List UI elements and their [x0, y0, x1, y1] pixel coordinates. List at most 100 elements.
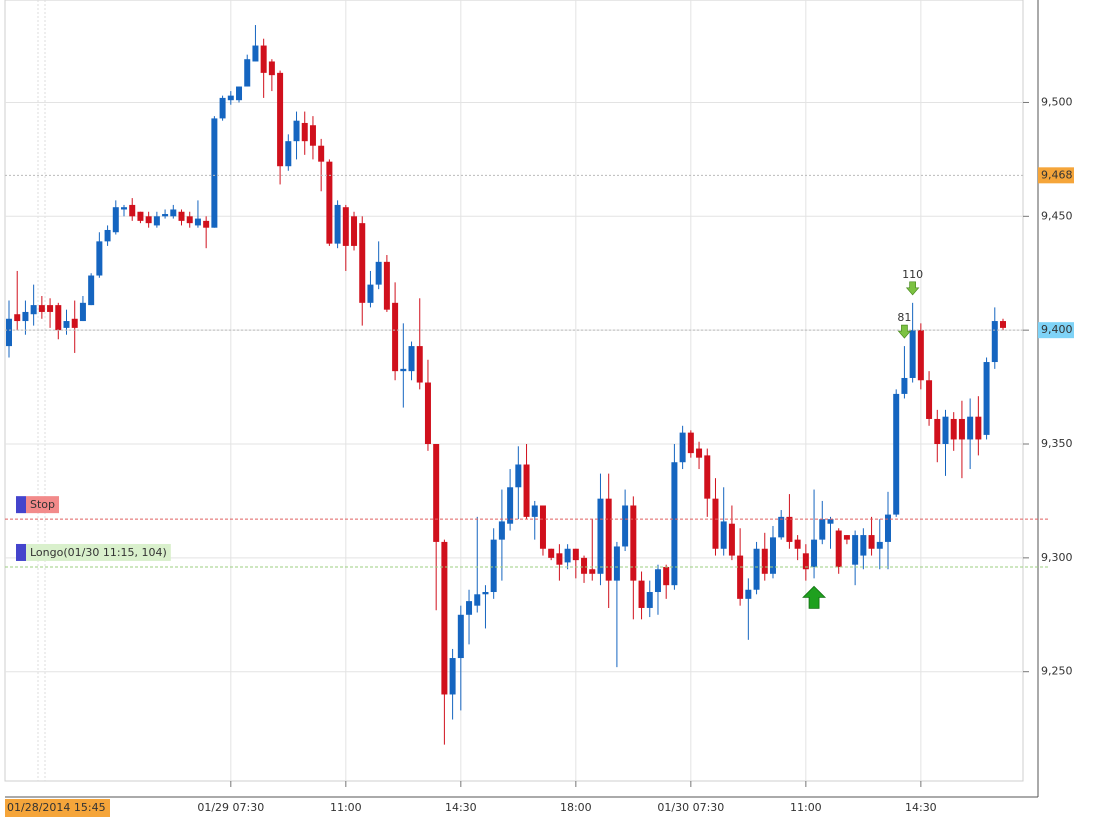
y-tick-label: 9,450	[1041, 209, 1073, 222]
candle-body	[950, 418, 957, 440]
candle-body	[917, 330, 924, 381]
x-label-highlight	[5, 799, 110, 817]
candle-body	[236, 86, 243, 101]
candle-body	[252, 45, 259, 62]
candle-body	[605, 498, 612, 581]
candle-body	[638, 580, 645, 608]
candle-body	[991, 321, 998, 363]
candle-body	[71, 318, 78, 328]
candle-body	[260, 45, 267, 73]
candle-body	[704, 455, 711, 499]
candle-body	[753, 548, 760, 590]
candle-body	[490, 539, 497, 593]
signal-label: 81	[897, 311, 911, 324]
candle-body	[449, 658, 456, 695]
candle-body	[474, 594, 481, 606]
candle-body	[958, 418, 965, 440]
candle-body	[170, 209, 177, 217]
candle-body	[285, 141, 292, 167]
candle-body	[162, 214, 169, 217]
candle-body	[153, 216, 160, 226]
candle-body	[827, 519, 834, 524]
candle-body	[112, 207, 119, 233]
y-tick-label: 9,300	[1041, 551, 1073, 564]
candle-body	[786, 516, 793, 542]
candle-body	[901, 377, 908, 394]
candle-body	[909, 330, 916, 378]
candle-body	[482, 592, 489, 595]
candle-body	[860, 535, 867, 556]
candle-body	[137, 211, 144, 221]
candle-body	[351, 216, 358, 246]
candle-body	[227, 95, 234, 101]
x-tick-label: 01/28/2014 15:45	[7, 801, 106, 814]
order-handle	[16, 496, 26, 514]
candle-body	[556, 553, 563, 565]
candle-body	[301, 122, 308, 142]
candle-body	[416, 346, 423, 383]
x-tick-label: 14:30	[905, 801, 937, 814]
candle-body	[515, 464, 522, 488]
candle-body	[581, 557, 588, 574]
candle-body	[507, 487, 514, 524]
candle-body	[244, 59, 251, 87]
candle-body	[277, 72, 284, 167]
candle-body	[967, 416, 974, 440]
candle-body	[88, 275, 95, 306]
candle-body	[318, 145, 325, 162]
candle-body	[375, 261, 382, 285]
candle-body	[564, 548, 571, 563]
candle-body	[589, 569, 596, 574]
candle-body	[466, 601, 473, 615]
candle-body	[876, 541, 883, 549]
candle-body	[30, 305, 37, 315]
candle-body	[359, 223, 366, 303]
candle-body	[38, 305, 45, 312]
candle-body	[811, 539, 818, 567]
x-tick-label: 18:00	[560, 801, 592, 814]
candle-body	[309, 125, 316, 146]
candle-body	[96, 241, 103, 276]
candle-body	[441, 541, 448, 695]
signal-arrow	[802, 585, 827, 609]
candle-body	[572, 548, 579, 561]
candle-body	[687, 432, 694, 454]
signal-arrow	[897, 324, 912, 339]
candle-body	[498, 521, 505, 540]
candle-body	[548, 548, 555, 558]
candle-body	[424, 382, 431, 445]
x-tick-label: 11:00	[330, 801, 362, 814]
y-tick-label: 9,250	[1041, 665, 1073, 678]
y-tick-label: 9,350	[1041, 437, 1073, 450]
candle-body	[852, 535, 859, 565]
price-marker-label: 9,468	[1041, 168, 1073, 181]
candle-body	[819, 519, 826, 540]
candle-body	[211, 118, 218, 228]
signal-label: 110	[902, 268, 923, 281]
candle-body	[145, 216, 152, 224]
candle-body	[22, 311, 29, 322]
candle-body	[712, 498, 719, 549]
candle-body	[121, 207, 128, 210]
x-tick-label: 01/29 07:30	[197, 801, 264, 814]
candle-body	[737, 555, 744, 599]
order-label-box	[26, 496, 60, 514]
candles	[6, 25, 1006, 745]
candle-body	[367, 284, 374, 303]
signal-arrow	[905, 281, 920, 296]
candle-body	[1000, 321, 1006, 328]
candle-body	[433, 444, 440, 542]
candle-body	[334, 204, 341, 244]
x-tick-label: 01/30 07:30	[657, 801, 724, 814]
order-label: Stop	[30, 498, 55, 511]
candle-body	[326, 161, 333, 244]
candle-body	[654, 569, 661, 593]
candle-body	[646, 592, 653, 608]
candle-body	[934, 418, 941, 445]
candle-body	[194, 218, 201, 226]
candle-body	[178, 211, 185, 221]
candle-body	[383, 261, 390, 310]
candle-body	[408, 346, 415, 372]
